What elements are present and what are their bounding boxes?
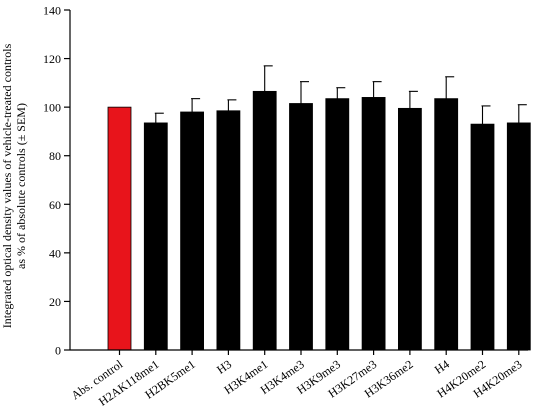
bar-0 <box>107 106 132 351</box>
bar-4 <box>252 90 277 351</box>
y-axis-title: Integrated optical density values of veh… <box>0 43 28 328</box>
bar-10 <box>470 123 495 351</box>
bar-9 <box>434 98 459 351</box>
y-axis-title-line-2: as % of absolute controls (± SEM) <box>14 103 28 269</box>
x-tick-label-9: H4 <box>432 357 452 377</box>
y-tick-label-1: 20 <box>49 295 61 309</box>
bar-11 <box>506 122 531 351</box>
y-axis: 0 20 40 60 80 100 120 140 <box>43 4 71 358</box>
bar-8 <box>397 107 422 351</box>
bar-1 <box>143 122 168 351</box>
y-tick-label-7: 140 <box>43 4 61 18</box>
y-tick-label-3: 60 <box>49 198 61 212</box>
y-tick-label-2: 40 <box>49 246 61 260</box>
y-tick-label-4: 80 <box>49 149 61 163</box>
y-tick-label-6: 120 <box>43 52 61 66</box>
y-axis-title-line-1: Integrated optical density values of veh… <box>0 43 14 328</box>
bar-3 <box>216 110 241 351</box>
bar-2 <box>180 111 205 351</box>
x-tick-label-3: H3 <box>214 357 234 377</box>
bars <box>107 90 531 351</box>
bar-5 <box>289 103 313 351</box>
error-bars <box>154 65 527 125</box>
bar-6 <box>325 98 350 351</box>
bar-7 <box>361 97 386 351</box>
y-tick-label-5: 100 <box>43 101 61 115</box>
y-tick-label-0: 0 <box>55 344 61 358</box>
